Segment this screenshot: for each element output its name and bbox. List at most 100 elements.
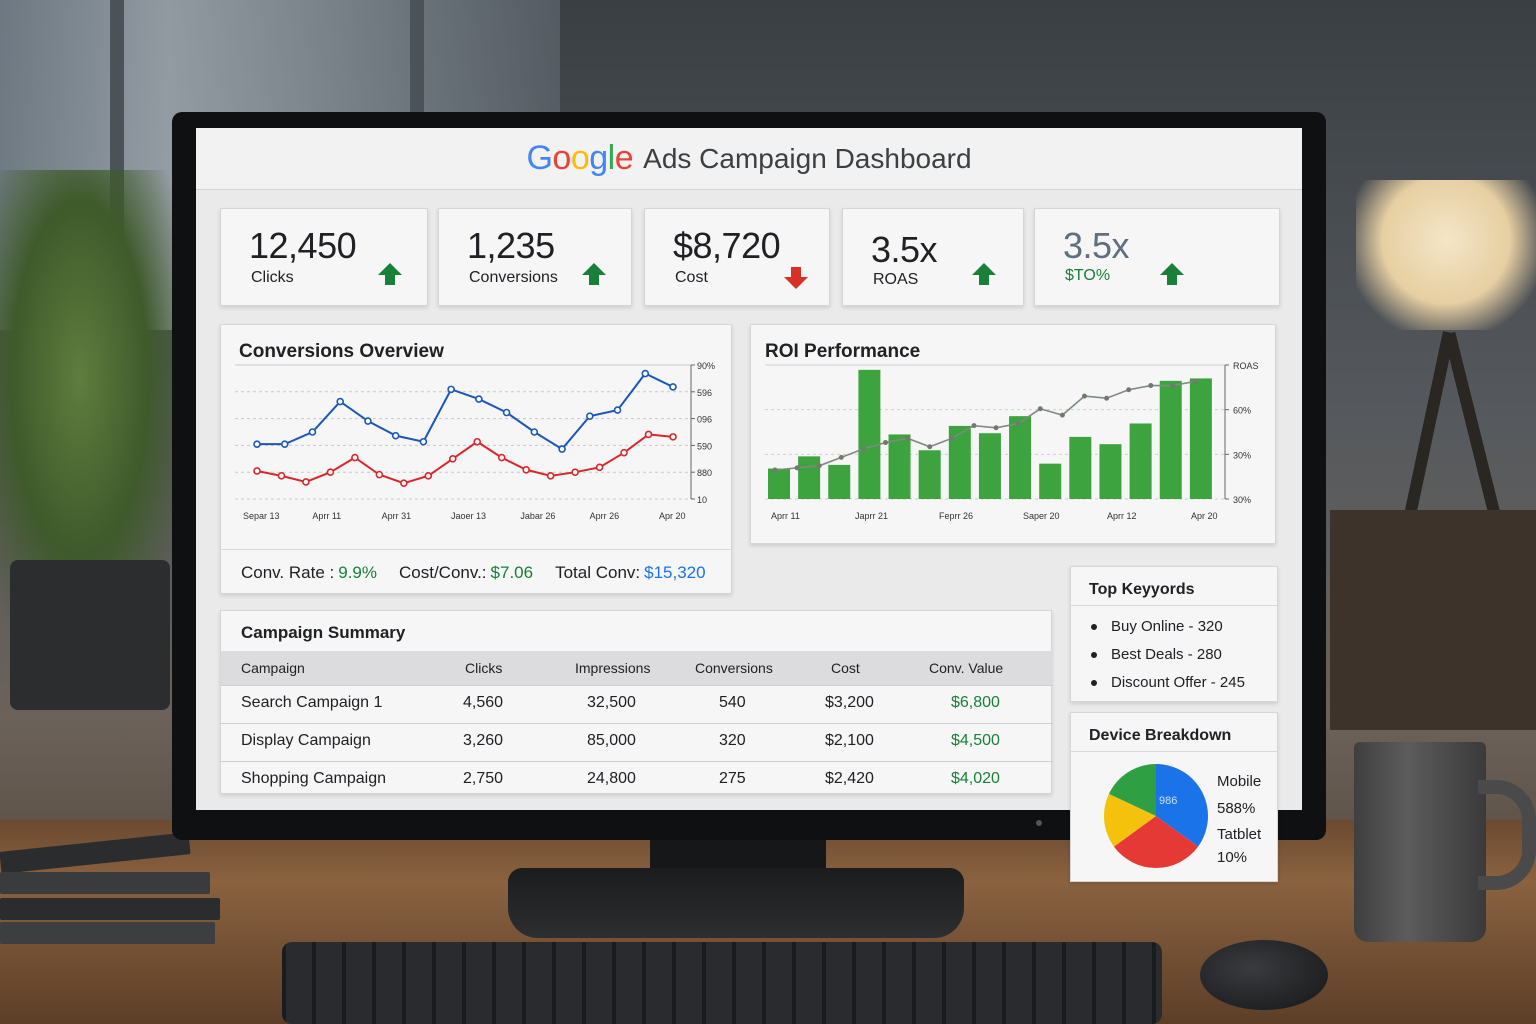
conversions-cell: 540 (719, 694, 746, 711)
device-label: 10% (1217, 849, 1248, 866)
impressions-cell: 32,500 (587, 694, 636, 711)
y-tick-label: 880 (697, 468, 712, 478)
google-logo: Google (526, 139, 633, 178)
bar (888, 434, 911, 499)
keyword-text: Buy Online - 320 (1111, 618, 1223, 635)
kpi-value: 3.5x (1063, 225, 1130, 266)
trend-up-icon (1160, 263, 1184, 285)
roas-point (860, 446, 866, 452)
kpi-card-roas[interactable]: 3.5x ROAS (842, 208, 1024, 306)
keyword-list: Buy Online - 320 Best Deals - 280 Discou… (1091, 613, 1245, 697)
bar (978, 433, 1001, 499)
kpi-value: 12,450 (249, 225, 357, 266)
panel-title: Device Breakdown (1089, 727, 1232, 744)
campaign-name: Shopping Campaign (241, 770, 386, 787)
pie-center-label: 986 (1159, 795, 1177, 807)
bar (828, 464, 851, 499)
campaign-name: Display Campaign (241, 732, 371, 749)
lamp-shade (1356, 180, 1536, 330)
column-header[interactable]: Impressions (575, 660, 651, 676)
table-row[interactable]: Search Campaign 1 4,560 32,500 540 $3,20… (221, 685, 1053, 723)
kpi-label: Conversions (469, 269, 558, 286)
panel-title: Campaign Summary (241, 623, 406, 642)
kpi-card-conversions[interactable]: 1,235 Conversions (438, 208, 632, 306)
logo-letter: g (589, 139, 608, 177)
x-tick-label: Aprr 11 (312, 511, 341, 521)
roi-bar-chart[interactable]: ROAS 60% 30% 30% Aprr 11 Japrr 21 Feprr 26 Sape… (751, 361, 1277, 541)
roas-point (949, 435, 955, 441)
x-tick-label: Jabar 26 (520, 511, 555, 521)
conversions-cell: 320 (719, 732, 746, 749)
data-point (571, 468, 579, 476)
list-item[interactable]: Discount Offer - 245 (1091, 669, 1245, 697)
roas-point (838, 454, 844, 460)
column-header[interactable]: Cost (831, 660, 860, 676)
roas-point (1170, 383, 1176, 389)
x-tick-label: Japrr 21 (855, 511, 888, 521)
conversions-line-chart[interactable]: 90% 596 096 590 880 10 Separ 13 Aprr 11 Aprr 31 J… (221, 361, 733, 541)
kpi-label: ROAS (873, 271, 919, 288)
x-tick-label: Apr 20 (659, 511, 686, 521)
conv-value-cell: $4,020 (951, 770, 1000, 787)
mug-handle (1478, 780, 1536, 890)
kpi-card-roas-secondary[interactable]: 3.5x $TO% (1034, 208, 1280, 306)
data-point (644, 430, 653, 439)
table-header: Campaign Clicks Impressions Conversions … (221, 651, 1053, 685)
bar (1009, 416, 1032, 499)
y-tick-label: 590 (697, 441, 712, 451)
data-point (448, 455, 457, 463)
device-pie-chart[interactable]: 986 (1101, 761, 1211, 871)
kpi-value: 3.5x (871, 229, 938, 270)
list-item[interactable]: Best Deals - 280 (1091, 641, 1245, 669)
data-point (253, 467, 261, 475)
mouse (1200, 940, 1328, 1010)
logo-letter: l (607, 139, 616, 177)
roas-point (993, 425, 999, 431)
data-point (253, 440, 261, 448)
data-point (620, 448, 628, 457)
roas-point (1015, 421, 1021, 427)
data-point (497, 453, 506, 462)
data-point (502, 408, 511, 417)
table-row[interactable]: Display Campaign 3,260 85,000 320 $2,100… (221, 723, 1053, 761)
conv-value-cell: $6,800 (951, 694, 1000, 711)
pie-slice (1113, 816, 1199, 868)
kpi-label: Clicks (251, 269, 294, 286)
bar (948, 425, 971, 499)
roas-point (971, 423, 977, 429)
roas-point (1192, 378, 1198, 384)
kpi-card-clicks[interactable]: 12,450 Clicks (220, 208, 428, 306)
column-header[interactable]: Clicks (465, 660, 503, 676)
bar (1099, 444, 1122, 499)
data-point (302, 478, 310, 486)
data-point (391, 431, 400, 440)
clicks-cell: 2,750 (463, 770, 504, 787)
roas-point (816, 463, 822, 469)
list-item[interactable]: Buy Online - 320 (1091, 613, 1245, 641)
shelf (1330, 510, 1536, 730)
clicks-cell: 3,260 (463, 732, 504, 749)
series-line (256, 433, 674, 485)
data-point (424, 472, 433, 480)
column-header[interactable]: Conversions (695, 660, 773, 676)
cost-cell: $2,100 (825, 732, 874, 749)
conversions-overview-panel: Conversions Overview 90% 596 096 590 880 10 Se… (220, 324, 733, 594)
table-row[interactable]: Shopping Campaign 2,750 24,800 275 $2,42… (221, 761, 1053, 799)
roi-performance-panel: ROI Performance ROAS 60% 30% 30% Aprr 11 Japr… (750, 324, 1276, 544)
column-header[interactable]: Conv. Value (929, 660, 1004, 676)
roas-point (772, 467, 778, 473)
column-header[interactable]: Campaign (241, 660, 305, 676)
bar (1069, 436, 1092, 499)
conversions-cell: 275 (719, 770, 746, 787)
data-point (641, 369, 650, 378)
device-breakdown-panel: Device Breakdown 986 Mobile 588% Tatblet… (1070, 712, 1278, 882)
kpi-card-cost[interactable]: $8,720 Cost (644, 208, 830, 306)
y-tick-label: 60% (1233, 406, 1251, 416)
impressions-cell: 24,800 (587, 770, 636, 787)
kpi-label: Cost (675, 269, 708, 286)
data-point (475, 395, 483, 403)
stat-label: Total Conv: (555, 562, 641, 582)
data-point (558, 445, 566, 453)
stat-label: Cost/Conv.: (398, 562, 487, 582)
bullet-icon (1091, 680, 1097, 686)
